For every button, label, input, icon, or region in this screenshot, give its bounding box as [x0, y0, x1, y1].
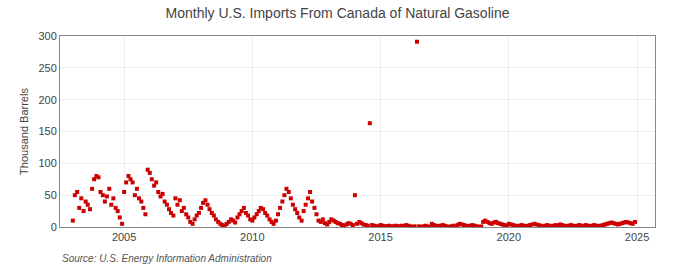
svg-text:300: 300 [38, 30, 56, 42]
svg-text:2025: 2025 [625, 231, 649, 243]
svg-text:50: 50 [45, 189, 57, 201]
svg-text:Thousand Barrels: Thousand Barrels [18, 88, 30, 175]
svg-text:2010: 2010 [240, 231, 264, 243]
svg-text:150: 150 [38, 125, 56, 137]
svg-text:2020: 2020 [497, 231, 521, 243]
svg-text:100: 100 [38, 157, 56, 169]
svg-text:250: 250 [38, 62, 56, 74]
svg-text:200: 200 [38, 94, 56, 106]
svg-text:0: 0 [51, 221, 57, 233]
svg-text:2005: 2005 [112, 231, 136, 243]
svg-text:2015: 2015 [368, 231, 392, 243]
svg-text:Monthly U.S. Imports From Cana: Monthly U.S. Imports From Canada of Natu… [166, 5, 510, 21]
svg-text:Source: U.S. Energy Informatio: Source: U.S. Energy Information Administ… [62, 253, 272, 264]
